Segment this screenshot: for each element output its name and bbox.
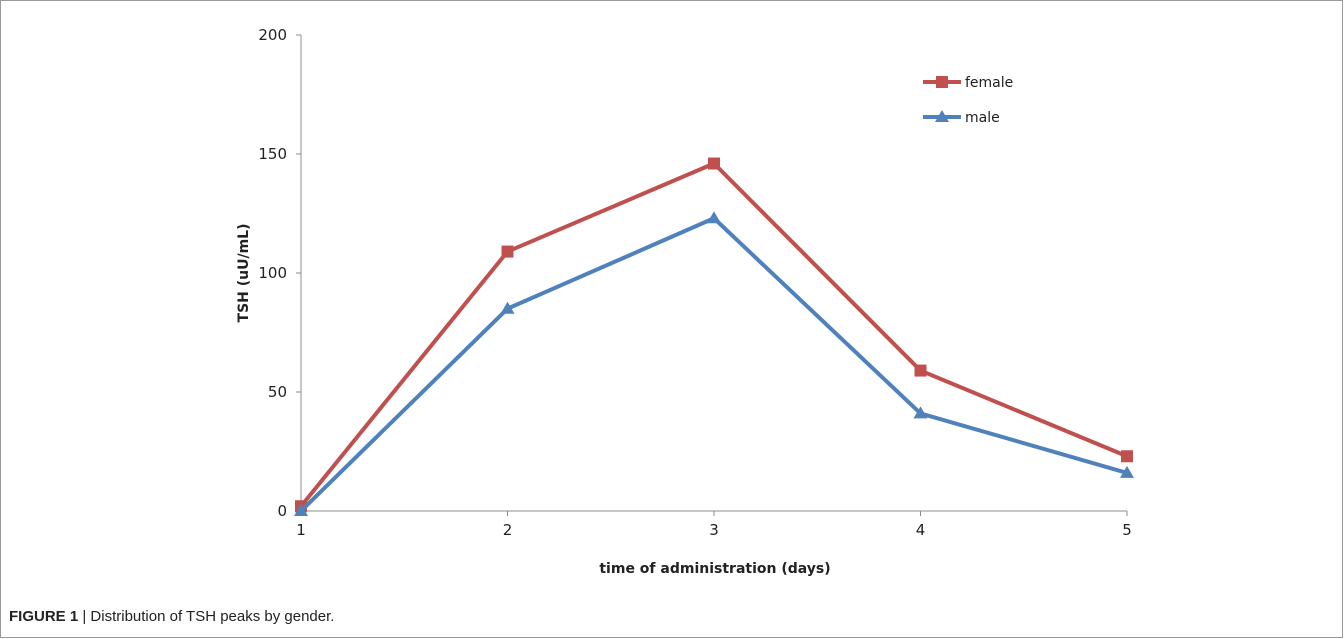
x-axis-title: time of administration (days) [599,561,830,577]
caption-separator: | [78,608,91,625]
male-point [294,504,308,516]
x-tick-label: 4 [916,521,926,539]
male-point [707,211,721,224]
female-point [501,245,514,258]
x-tick-label: 2 [503,521,513,539]
legend-label: female [965,75,1013,91]
male-point [1120,465,1134,478]
male-point [500,301,515,314]
y-tick-label: 0 [277,502,287,520]
chart-axes: 0 50 100 150 200 1 2 3 4 5 [258,26,1131,539]
figure-caption: FIGURE 1 | Distribution of TSH peaks by … [9,608,334,625]
caption-text: Distribution of TSH peaks by gender. [90,608,335,625]
legend-marker [936,76,948,88]
y-tick-label: 150 [258,145,287,163]
female-point [914,364,927,377]
figure-label: FIGURE 1 [9,608,79,625]
y-tick-label: 50 [268,383,287,401]
y-axis-title: TSH (uU/mL) [236,224,252,323]
tsh-line-chart: 0 50 100 150 200 1 2 3 4 5 female male time of adm… [236,26,1134,577]
x-tick-label: 1 [296,521,306,539]
y-tick-label: 200 [258,26,287,44]
female-point [708,157,720,170]
x-tick-label: 3 [709,521,719,539]
legend-marker [935,110,949,122]
series-male [294,211,1134,516]
female-point [1121,450,1133,463]
series-layer [294,157,1134,516]
x-tick-label: 5 [1122,521,1132,539]
legend-item-male: male [923,110,1000,126]
male-line [299,216,1128,513]
male-point [913,406,928,419]
legend-item-female: female [923,75,1013,91]
series-female [295,157,1133,513]
chart-legend: female male [923,75,1013,126]
legend-label: male [965,110,1000,126]
y-tick-label: 100 [258,264,287,282]
